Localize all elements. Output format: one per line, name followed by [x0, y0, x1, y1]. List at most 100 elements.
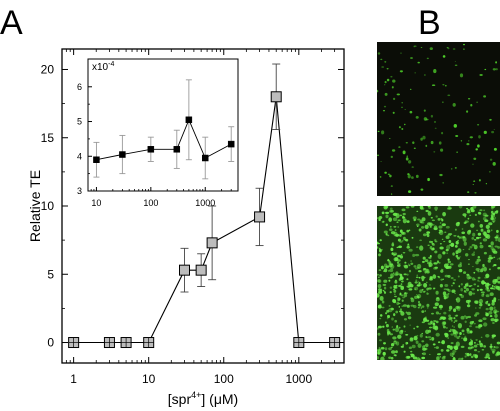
cell-spot: [462, 213, 467, 217]
cell-spot: [474, 354, 478, 359]
cell-spot: [440, 268, 443, 270]
cell-spot: [407, 160, 412, 164]
cell-spot: [377, 332, 381, 336]
cell-spot: [433, 227, 438, 231]
cell-spot: [456, 336, 460, 340]
cell-spot: [477, 232, 482, 236]
cell-spot: [470, 338, 472, 341]
cell-spot: [473, 180, 476, 183]
cell-spot: [393, 289, 397, 293]
cell-spot: [416, 274, 418, 277]
cell-spot: [473, 322, 476, 325]
cell-spot: [472, 232, 476, 237]
cell-spot: [479, 288, 483, 291]
cell-spot: [437, 218, 441, 221]
cell-spot: [454, 228, 457, 231]
cell-spot: [454, 314, 458, 317]
cell-spot: [401, 208, 406, 212]
cell-spot: [422, 260, 426, 263]
cell-spot: [420, 188, 424, 191]
x-tick-label: 100: [214, 372, 234, 386]
cell-spot: [471, 243, 476, 247]
cell-spot: [469, 214, 472, 216]
cell-spot: [449, 263, 454, 266]
cell-spot: [464, 215, 467, 218]
cell-spot: [435, 332, 440, 337]
cell-spot: [394, 280, 398, 284]
cell-spot: [401, 128, 404, 130]
cell-spot: [490, 347, 492, 350]
cell-spot: [446, 345, 451, 349]
cell-spot: [408, 264, 411, 267]
cell-spot: [428, 329, 431, 333]
cell-spot: [446, 263, 449, 266]
cell-spot: [436, 260, 440, 264]
cell-spot: [453, 308, 457, 313]
cell-spot: [440, 217, 443, 220]
cell-spot: [406, 311, 411, 316]
cell-spot: [494, 313, 498, 318]
cell-spot: [408, 248, 413, 252]
cell-spot: [392, 213, 395, 215]
cell-spot: [493, 147, 497, 151]
cell-spot: [455, 314, 459, 317]
cell-spot: [431, 219, 435, 222]
cell-spot: [406, 304, 410, 308]
main-x-axis-label: [spr4+] (μM): [168, 390, 238, 407]
cell-spot: [452, 252, 455, 256]
cell-spot: [480, 228, 484, 232]
cell-spot: [435, 311, 440, 315]
cell-spot: [458, 268, 463, 273]
cell-spot: [466, 110, 469, 113]
cell-spot: [403, 236, 406, 241]
data-point: [93, 156, 100, 163]
cell-spot: [396, 246, 399, 249]
cell-spot: [453, 235, 457, 237]
cell-spot: [379, 339, 382, 342]
cell-spot: [434, 127, 437, 129]
data-point: [147, 146, 155, 153]
cell-spot: [466, 304, 471, 308]
cell-spot: [476, 285, 480, 287]
cell-spot: [421, 275, 425, 281]
cell-spot: [415, 223, 420, 226]
cell-spot: [460, 140, 463, 142]
cell-spot: [495, 210, 499, 212]
cell-spot: [448, 314, 451, 318]
cell-spot: [477, 270, 480, 273]
cell-spot: [450, 328, 452, 331]
cell-spot: [381, 66, 385, 68]
cell-spot: [448, 330, 452, 332]
cell-spot: [491, 130, 495, 134]
cell-spot: [427, 177, 430, 182]
cell-spot: [477, 124, 480, 126]
cell-spot: [432, 247, 435, 249]
cell-spot: [403, 350, 406, 353]
cell-spot: [477, 279, 480, 282]
cell-spot: [489, 158, 493, 161]
cell-spot: [492, 68, 496, 71]
cell-spot: [379, 175, 382, 178]
cell-spot: [378, 247, 381, 250]
cell-spot: [378, 269, 382, 272]
cell-spot: [399, 233, 402, 237]
cell-spot: [477, 288, 479, 292]
cell-spot: [397, 259, 401, 262]
cell-spot: [458, 335, 461, 337]
cell-spot: [494, 245, 498, 248]
cell-spot: [401, 240, 404, 242]
cell-spot: [393, 257, 398, 262]
cell-spot: [457, 275, 460, 278]
cell-spot: [400, 52, 402, 54]
cell-spot: [452, 350, 457, 353]
cell-spot: [450, 168, 453, 170]
y-tick-label: 5: [77, 117, 82, 127]
cell-spot: [433, 262, 438, 265]
cell-spot: [448, 232, 453, 236]
cell-spot: [485, 183, 488, 185]
cell-spot: [423, 117, 428, 121]
cell-spot: [465, 316, 468, 320]
cell-spot: [432, 343, 436, 346]
cell-spot: [478, 179, 481, 182]
cell-spot: [494, 311, 497, 313]
